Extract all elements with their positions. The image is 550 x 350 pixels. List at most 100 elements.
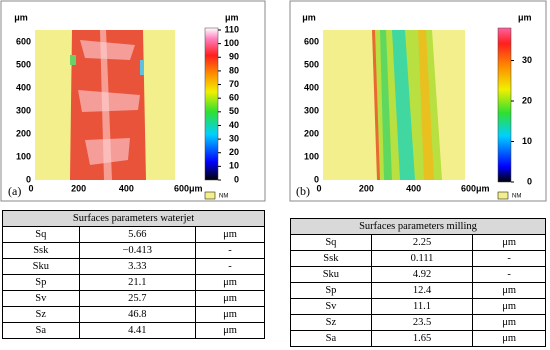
y-tick-label: 100 bbox=[16, 151, 31, 161]
colorbar-tick-label: 30 bbox=[522, 55, 532, 65]
table-cell: 4.92 bbox=[370, 266, 474, 283]
table-cell: 4.41 bbox=[78, 322, 197, 339]
table-cell: 5.66 bbox=[78, 226, 197, 243]
table-cell: Sp bbox=[2, 274, 80, 291]
table-cell: μm bbox=[472, 234, 546, 251]
colorbar-unit: μm bbox=[225, 12, 239, 22]
table-cell: - bbox=[195, 242, 265, 259]
axis-unit: μm bbox=[14, 12, 28, 22]
table-cell: μm bbox=[472, 282, 546, 299]
table-title: Surfaces parameters milling bbox=[290, 218, 546, 235]
table-cell: Sz bbox=[2, 306, 80, 323]
table-cell: Sq bbox=[2, 226, 80, 243]
table-cell: Sa bbox=[2, 322, 80, 339]
table-cell: Sku bbox=[2, 258, 80, 275]
table-cell: 11.1 bbox=[370, 298, 474, 315]
table-cell: - bbox=[195, 258, 265, 275]
table-cell: Sa bbox=[290, 330, 372, 347]
nm-swatch bbox=[497, 191, 509, 200]
y-tick-label: 600 bbox=[304, 36, 319, 46]
colorbar bbox=[204, 27, 219, 181]
colorbar-tick-label: 60 bbox=[229, 93, 239, 103]
y-tick-label: 200 bbox=[304, 128, 319, 138]
y-tick-label: 600 bbox=[16, 36, 31, 46]
table-cell: 23.5 bbox=[370, 314, 474, 331]
panel-label: (a) bbox=[8, 184, 21, 198]
table-cell: 0.111 bbox=[370, 250, 474, 267]
table-cell: 2.25 bbox=[370, 234, 474, 251]
x-tick-label: 0 bbox=[316, 183, 321, 193]
table-cell: μm bbox=[195, 306, 265, 323]
x-tick-label: 200 bbox=[359, 183, 374, 193]
parameter-table: Surfaces parameters milling Sq 2.25 μm Ssk 0.… bbox=[290, 218, 546, 347]
table-title: Surfaces parameters waterjet bbox=[2, 210, 265, 227]
table-cell: 21.1 bbox=[78, 274, 197, 291]
colorbar-tick-label: 110 bbox=[224, 24, 239, 34]
y-tick-label: 0 bbox=[314, 174, 319, 184]
y-tick-label: 100 bbox=[304, 151, 319, 161]
table-cell: μm bbox=[195, 274, 265, 291]
colorbar-tick-label: 10 bbox=[522, 136, 532, 146]
table-cell: 1.65 bbox=[370, 330, 474, 347]
table-cell: μm bbox=[472, 330, 546, 347]
table-cell: 3.33 bbox=[78, 258, 197, 275]
x-tick-label: 600μm bbox=[461, 183, 490, 193]
colorbar-tick-label: 90 bbox=[229, 52, 239, 62]
colorbar-tick-label: 0 bbox=[527, 176, 532, 186]
colorbar-tick-label: 80 bbox=[229, 65, 239, 75]
table-cell: μm bbox=[195, 226, 265, 243]
table-cell: μm bbox=[195, 290, 265, 307]
table-cell: Sv bbox=[2, 290, 80, 307]
table-cell: - bbox=[472, 250, 546, 267]
parameter-table: Surfaces parameters waterjet Sq 5.66 μm Ssk −… bbox=[2, 210, 265, 339]
table-cell: μm bbox=[472, 298, 546, 315]
colorbar-tick-label: 70 bbox=[229, 79, 239, 89]
table-cell: - bbox=[472, 266, 546, 283]
panel-label: (b) bbox=[296, 184, 310, 198]
table-cell: Sp bbox=[290, 282, 372, 299]
table-cell: Ssk bbox=[290, 250, 372, 267]
surface-map bbox=[323, 30, 465, 180]
panel-frame bbox=[0, 0, 266, 202]
x-tick-label: 400 bbox=[406, 183, 421, 193]
y-tick-label: 500 bbox=[304, 59, 319, 69]
table-cell: −0.413 bbox=[78, 242, 197, 259]
table-cell: Sv bbox=[290, 298, 372, 315]
nm-swatch bbox=[204, 191, 216, 200]
y-tick-label: 300 bbox=[304, 105, 319, 115]
x-tick-label: 0 bbox=[28, 183, 33, 193]
table-cell: μm bbox=[195, 322, 265, 339]
table-cell: Sz bbox=[290, 314, 372, 331]
colorbar bbox=[497, 27, 512, 183]
table-cell: 25.7 bbox=[78, 290, 197, 307]
colorbar-tick-label: 10 bbox=[229, 161, 239, 171]
table-cell: Ssk bbox=[2, 242, 80, 259]
colorbar-tick-label: 100 bbox=[224, 38, 239, 48]
y-tick-label: 400 bbox=[304, 82, 319, 92]
colorbar-tick-label: 30 bbox=[229, 133, 239, 143]
y-tick-label: 200 bbox=[16, 128, 31, 138]
x-tick-label: 400 bbox=[119, 183, 134, 193]
colorbar-unit: μm bbox=[518, 12, 532, 22]
colorbar-tick-label: 20 bbox=[229, 147, 239, 157]
table-cell: 12.4 bbox=[370, 282, 474, 299]
colorbar-tick-label: 0 bbox=[234, 174, 239, 184]
nm-label: NM bbox=[512, 194, 521, 200]
y-tick-label: 0 bbox=[26, 174, 31, 184]
y-tick-label: 300 bbox=[16, 105, 31, 115]
x-tick-label: 600μm bbox=[174, 183, 203, 193]
colorbar-tick-label: 40 bbox=[229, 120, 239, 130]
table-cell: Sku bbox=[290, 266, 372, 283]
axis-unit: μm bbox=[302, 12, 316, 22]
colorbar-tick-label: 20 bbox=[522, 95, 532, 105]
y-tick-label: 400 bbox=[16, 82, 31, 92]
colorbar-tick-label: 50 bbox=[229, 106, 239, 116]
table-cell: μm bbox=[472, 314, 546, 331]
surface-map bbox=[35, 30, 175, 180]
table-cell: 46.8 bbox=[78, 306, 197, 323]
nm-label: NM bbox=[219, 194, 228, 200]
x-tick-label: 200 bbox=[71, 183, 86, 193]
y-tick-label: 500 bbox=[16, 59, 31, 69]
